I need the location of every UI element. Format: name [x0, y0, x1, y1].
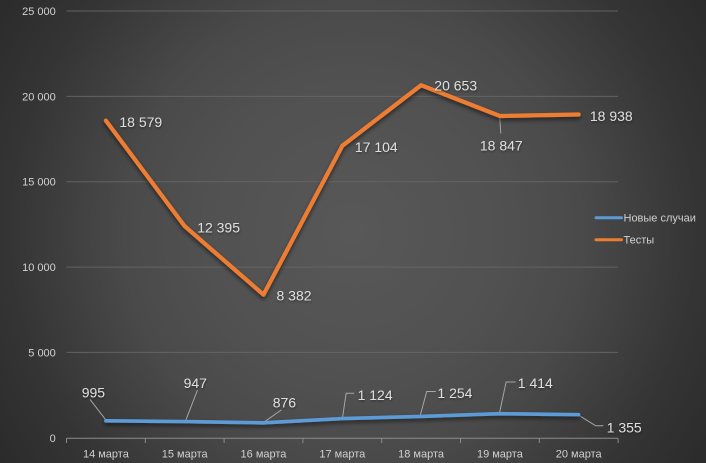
svg-text:20 653: 20 653	[434, 78, 477, 94]
svg-text:18 938: 18 938	[590, 108, 633, 124]
svg-text:1 355: 1 355	[607, 419, 642, 435]
svg-text:18 847: 18 847	[480, 138, 523, 154]
svg-text:876: 876	[273, 395, 297, 411]
svg-text:18 марта: 18 марта	[398, 449, 445, 461]
svg-text:15 марта: 15 марта	[162, 449, 209, 461]
svg-text:1 124: 1 124	[358, 387, 393, 403]
svg-text:15 000: 15 000	[22, 177, 56, 189]
svg-text:17 марта: 17 марта	[319, 449, 366, 461]
svg-text:1 254: 1 254	[437, 385, 472, 401]
svg-text:17 104: 17 104	[355, 139, 398, 155]
svg-text:16 марта: 16 марта	[241, 449, 288, 461]
svg-text:Тесты: Тесты	[624, 235, 655, 247]
svg-text:5 000: 5 000	[28, 347, 56, 359]
svg-text:14 марта: 14 марта	[83, 449, 130, 461]
svg-text:Новые случаи: Новые случаи	[624, 213, 696, 225]
svg-text:0: 0	[50, 433, 56, 445]
svg-text:12 395: 12 395	[197, 220, 240, 236]
svg-text:10 000: 10 000	[22, 262, 56, 274]
svg-text:18 579: 18 579	[119, 114, 162, 130]
svg-text:1 414: 1 414	[518, 375, 553, 391]
svg-text:8 382: 8 382	[277, 288, 312, 304]
svg-text:20 000: 20 000	[22, 91, 56, 103]
svg-text:20 марта: 20 марта	[556, 449, 603, 461]
svg-text:19 марта: 19 марта	[477, 449, 524, 461]
svg-text:995: 995	[82, 385, 106, 401]
svg-text:947: 947	[184, 375, 208, 391]
svg-text:25 000: 25 000	[22, 6, 56, 18]
